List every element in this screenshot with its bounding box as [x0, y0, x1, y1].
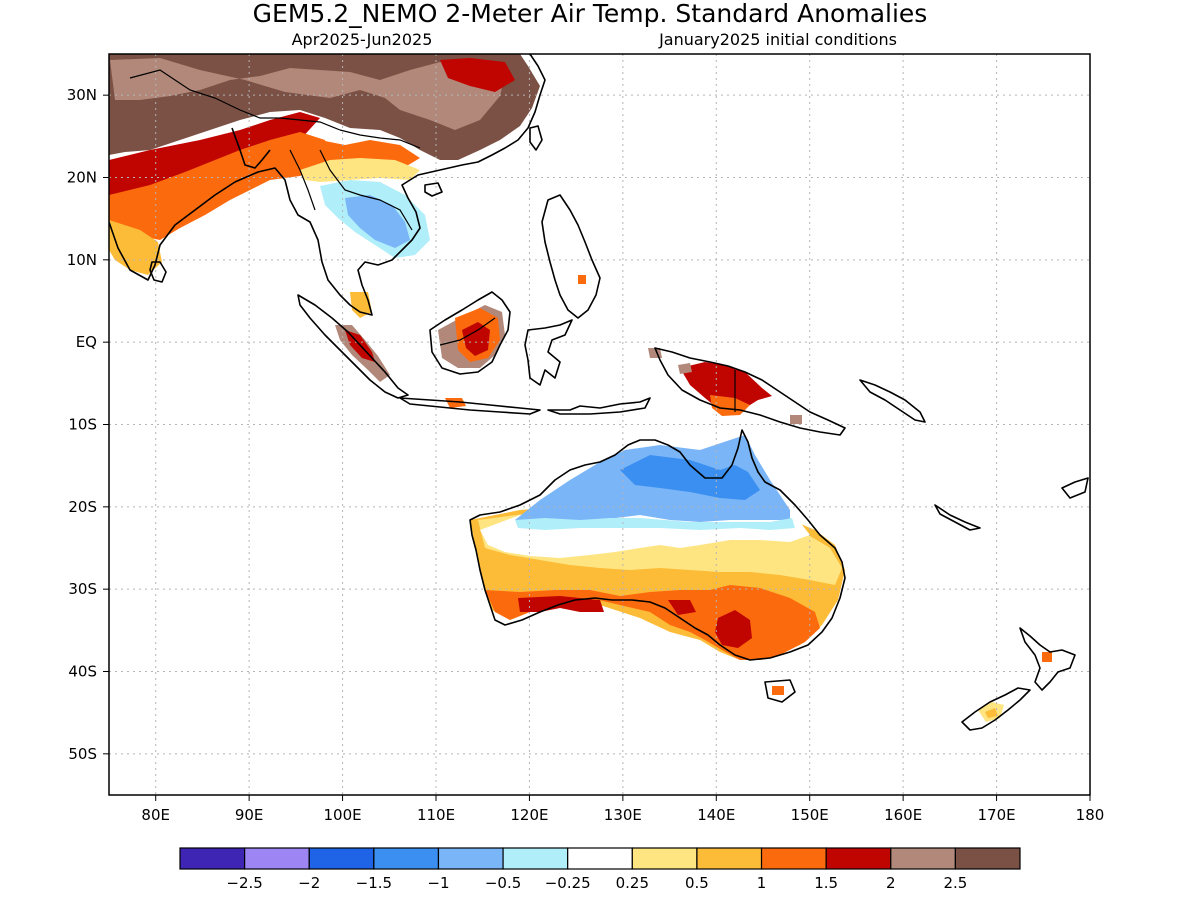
coast-sri-lanka	[149, 261, 167, 283]
shade-java-orange	[445, 398, 466, 408]
graticule	[109, 54, 1090, 795]
forecast-period: Apr2025-Jun2025	[292, 30, 433, 49]
shade-tibet-red	[440, 58, 515, 92]
coast-nz-south	[961, 687, 1031, 731]
x-tick-label: 80E	[141, 806, 170, 824]
colorbar-label: 2	[886, 874, 896, 892]
shade-philippines	[578, 275, 586, 284]
x-tick-label: 110E	[417, 806, 455, 824]
x-tick-label: 130E	[604, 806, 642, 824]
colorbar-label: 0.25	[616, 874, 649, 892]
shade-nz-north	[1042, 652, 1052, 662]
colorbar-swatch	[373, 847, 440, 870]
colorbar-label: −1	[427, 874, 449, 892]
x-tick-label: 150E	[791, 806, 829, 824]
colorbar-swatch	[437, 847, 504, 870]
colorbar-label: 1.5	[814, 874, 838, 892]
colorbar-swatch	[825, 847, 892, 870]
y-tick-label: 20S	[68, 498, 97, 516]
colorbar-swatch	[760, 847, 827, 870]
y-tick-label: 10S	[68, 416, 97, 434]
colorbar: −2.5 −2 −1.5 −1 −0.5 −0.25 0.25 0.5 1 1.5 2 2.5	[179, 847, 1021, 892]
y-tick-label: 30N	[67, 86, 97, 104]
x-tick-label: 140E	[697, 806, 735, 824]
coast-borneo	[429, 291, 511, 375]
y-tick-label: 10N	[67, 251, 97, 269]
coast-sumatra	[297, 294, 409, 399]
colorbar-label: −2	[298, 874, 320, 892]
y-tick-label: 20N	[67, 169, 97, 187]
coast-sulawesi	[524, 319, 573, 386]
y-tick-label: 40S	[68, 663, 97, 681]
coast-asia-mainland	[109, 54, 546, 316]
colorbar-swatch	[567, 847, 633, 870]
colorbar-swatch	[244, 847, 310, 870]
initial-conditions: January2025 initial conditions	[658, 30, 897, 49]
shade-newguinea-mauve	[648, 348, 802, 424]
shade-newguinea-red	[680, 362, 772, 412]
border-china-south	[339, 129, 421, 149]
colorbar-swatch	[502, 847, 569, 870]
shade-borneo-red	[462, 322, 490, 356]
x-tick-label: 170E	[978, 806, 1016, 824]
shade-tasmania	[772, 686, 784, 695]
shade-aus-red-south	[668, 600, 752, 648]
coast-newguinea	[654, 347, 846, 436]
coast-pacific-islands	[859, 379, 1089, 531]
coast-gulf-bengal	[231, 127, 271, 169]
coastlines	[109, 54, 1089, 731]
coast-hainan	[424, 182, 443, 197]
y-tick-label: 50S	[68, 745, 97, 763]
colorbar-label: 0.5	[685, 874, 709, 892]
colorbar-swatch	[890, 847, 956, 870]
shade-india-orange	[109, 132, 330, 240]
colorbar-label: −2.5	[226, 874, 262, 892]
country-borders	[129, 69, 736, 412]
border-indochina	[289, 149, 413, 231]
colorbar-label: −1.5	[356, 874, 392, 892]
coast-tasmania	[764, 679, 796, 703]
x-axis-labels: 80E 90E 100E 110E 120E 130E 140E 150E 160E 170E 18…	[141, 795, 1104, 824]
shade-aus-blue	[620, 455, 760, 500]
colorbar-swatch	[954, 847, 1021, 870]
map-plot-area	[109, 54, 1090, 795]
border-borneo	[439, 317, 496, 346]
colorbar-swatch	[696, 847, 763, 870]
coast-java	[399, 397, 541, 415]
shade-aus-paleblue	[515, 518, 795, 530]
shade-indochina-blue	[345, 195, 410, 248]
anomaly-shading	[109, 54, 1052, 722]
x-tick-label: 160E	[884, 806, 922, 824]
shade-asia-mauve	[110, 58, 505, 130]
colorbar-label: −0.25	[545, 874, 591, 892]
map-title: GEM5.2_NEMO 2-Meter Air Temp. Standard A…	[253, 0, 928, 28]
x-tick-label: 100E	[324, 806, 362, 824]
colorbar-label: 2.5	[943, 874, 967, 892]
x-tick-label: 120E	[510, 806, 548, 824]
colorbar-swatch	[308, 847, 375, 870]
coast-taiwan	[529, 125, 543, 151]
y-tick-label: 30S	[68, 580, 97, 598]
shade-india-lightorange	[109, 220, 162, 275]
border-himalaya	[129, 69, 341, 131]
x-tick-label: 90E	[235, 806, 264, 824]
coast-nz-north	[1019, 627, 1076, 691]
y-tick-label: EQ	[76, 333, 97, 351]
coast-lesser-sunda	[547, 397, 651, 415]
coast-australia	[469, 429, 846, 661]
shade-indochina-yellow	[300, 158, 420, 182]
shade-nz-south-orange	[985, 708, 998, 718]
y-axis-labels: 30N 20N 10N EQ 10S 20S 30S 40S 50S	[67, 86, 109, 763]
colorbar-label: 1	[757, 874, 767, 892]
colorbar-swatch	[631, 847, 698, 870]
x-tick-label: 180	[1076, 806, 1105, 824]
shade-malaya	[350, 292, 372, 318]
coast-philippines	[541, 194, 601, 319]
colorbar-swatch	[179, 847, 246, 870]
colorbar-label: −0.5	[485, 874, 521, 892]
